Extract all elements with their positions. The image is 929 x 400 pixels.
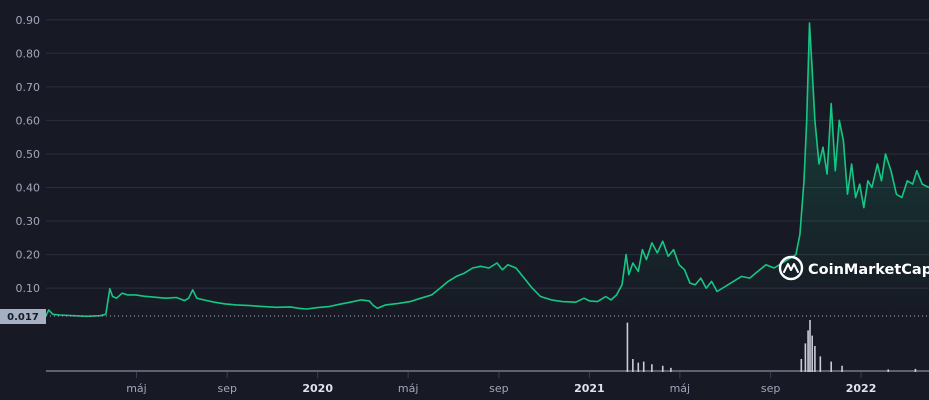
price-area — [46, 23, 929, 317]
volume-bar — [914, 368, 917, 372]
volume-bar — [661, 365, 664, 372]
volume-bar — [809, 320, 811, 372]
x-tick-label: 2022 — [846, 382, 877, 395]
price-line — [45, 22, 929, 318]
volume-bar — [887, 369, 890, 372]
coinmarketcap-logo-icon — [778, 255, 804, 281]
x-tick-label: sep — [489, 382, 508, 395]
volume-bar — [830, 361, 832, 372]
x-tick-label: máj — [126, 382, 147, 395]
y-tick-label: 0.40 — [16, 182, 41, 195]
y-tick-label: 0.50 — [16, 148, 41, 161]
volume-bar — [670, 367, 672, 372]
volume-bar — [804, 343, 807, 372]
volume-bar — [637, 362, 640, 372]
y-tick-label: 0.90 — [16, 14, 41, 27]
volume-bar — [811, 335, 813, 372]
watermark: CoinMarketCap — [778, 255, 929, 281]
x-axis: máj sep 2020 máj sep 2021 máj sep 2022 — [126, 372, 876, 395]
price-area-fill — [46, 23, 929, 317]
volume-baseline — [46, 370, 929, 372]
price-series-line — [45, 22, 929, 318]
x-tick-label: 2021 — [574, 382, 605, 395]
x-tick-label: 2020 — [302, 382, 333, 395]
current-price-badge: 0.017 — [0, 309, 46, 324]
x-tick-label: sep — [761, 382, 780, 395]
y-tick-label: 0.80 — [16, 47, 41, 60]
watermark-text: CoinMarketCap — [808, 262, 929, 278]
volume-bar — [632, 359, 634, 372]
volume-bar — [800, 359, 803, 372]
volume-bar — [819, 356, 822, 372]
y-tick-label: 0.70 — [16, 81, 41, 94]
volume-bar — [626, 322, 629, 372]
volume-bar — [807, 330, 809, 372]
volume-histogram — [46, 320, 929, 372]
y-tick-label: 0.20 — [16, 249, 41, 262]
volume-bar — [841, 365, 843, 372]
y-tick-label: 0.10 — [16, 282, 41, 295]
y-tick-label: 0.60 — [16, 114, 41, 127]
x-tick-label: máj — [670, 382, 691, 395]
volume-bar — [651, 364, 653, 372]
volume-bar — [814, 346, 816, 372]
y-tick-label: 0.30 — [16, 215, 41, 228]
volume-bar — [642, 361, 645, 372]
x-tick-label: sep — [217, 382, 236, 395]
x-tick-label: máj — [398, 382, 419, 395]
y-axis: 0.90 0.80 0.70 0.60 0.50 0.40 0.30 0.20 0.10 — [16, 14, 41, 295]
current-price-label: 0.017 — [7, 312, 39, 323]
